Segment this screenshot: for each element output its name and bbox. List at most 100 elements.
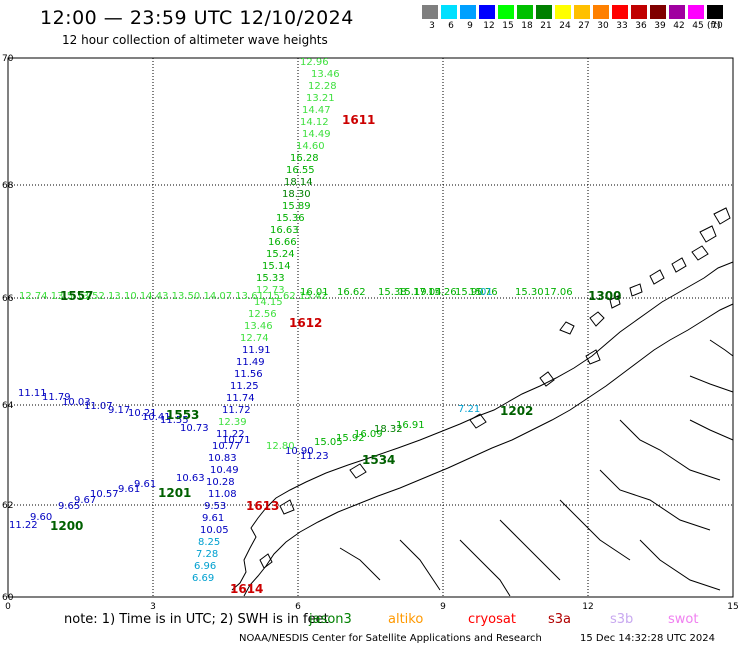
wave-height-value: 12.39 xyxy=(218,417,247,428)
wave-height-value: 11.23 xyxy=(300,451,329,462)
wave-height-value: 14.60 xyxy=(296,141,325,152)
wave-height-value: 11.11 xyxy=(18,388,47,399)
wave-height-value: 10.41 xyxy=(142,412,171,423)
pass-time-label: 1300 xyxy=(588,289,621,303)
wave-height-value: 16.63 xyxy=(270,225,299,236)
wave-height-value: 10.03 xyxy=(62,397,91,408)
scale-label: 24 xyxy=(559,21,571,31)
wave-height-value: 15.30 xyxy=(515,287,544,298)
wave-height-value: 9.61 xyxy=(134,479,156,490)
scale-swatch xyxy=(631,5,647,19)
wave-height-value: 10.77 xyxy=(212,441,241,452)
wave-height-value: 11.49 xyxy=(236,357,265,368)
wave-height-value: 11.22 xyxy=(216,429,245,440)
scale-swatch xyxy=(669,5,685,19)
wave-height-value: 11.08 xyxy=(208,489,237,500)
wave-height-value: 15.38 xyxy=(378,287,407,298)
wave-height-value: 17.06 xyxy=(544,287,573,298)
wave-height-value: 16.28 xyxy=(290,153,319,164)
wave-height-value: 9.60 xyxy=(30,512,52,523)
pass-time-label: 1613 xyxy=(246,499,279,513)
wave-height-value: 15.14 xyxy=(262,261,291,272)
map-frame xyxy=(7,57,734,598)
lat-tick-label: 64 xyxy=(2,401,14,411)
scale-label: 6 xyxy=(448,21,454,31)
wave-height-value: 14.47 xyxy=(302,105,331,116)
wave-height-value: 9.53 xyxy=(204,501,226,512)
lon-tick-label: 0 xyxy=(5,602,11,612)
scale-swatch xyxy=(479,5,495,19)
wave-height-value: 11.22 xyxy=(9,520,38,531)
pass-time-label: 1553 xyxy=(166,408,199,422)
wave-height-value: 17.04 xyxy=(413,287,442,298)
scale-swatch xyxy=(460,5,476,19)
wave-height-value: 11.07 xyxy=(84,401,113,412)
lon-tick-label: 12 xyxy=(582,602,593,612)
norway-coastline xyxy=(231,207,734,597)
wave-height-value: 9.67 xyxy=(74,495,96,506)
wave-height-value: 12.56 xyxy=(248,309,277,320)
scale-label: 45 xyxy=(692,21,704,31)
wave-height-value: 12.73 xyxy=(256,285,285,296)
scale-swatch xyxy=(574,5,590,19)
wave-height-value: 10.21 xyxy=(128,408,157,419)
wave-height-value: 11.74 xyxy=(226,393,255,404)
pass-time-label: 1201 xyxy=(158,486,191,500)
wave-height-row: 12.74 13.5 13.52 13.10 14.43 13.50 14.07… xyxy=(19,291,328,302)
scale-label: 70 xyxy=(711,21,723,31)
satellite-legend-jason3: jason3 xyxy=(309,612,352,627)
scale-label: 39 xyxy=(654,21,666,31)
wave-height-value: 18.32 xyxy=(374,424,403,435)
footer-timestamp: 15 Dec 14:32:28 UTC 2024 xyxy=(580,633,715,644)
lon-tick-label: 15 xyxy=(727,602,738,612)
wave-height-value: 9.65 xyxy=(58,501,80,512)
wave-height-value: 10.05 xyxy=(200,525,229,536)
wave-height-value: 6.69 xyxy=(192,573,214,584)
wave-height-value: 12.28 xyxy=(308,81,337,92)
pass-time-label: 1534 xyxy=(362,453,395,467)
scale-label: 33 xyxy=(616,21,628,31)
wave-height-value: 15.33 xyxy=(256,273,285,284)
pass-time-label: 1611 xyxy=(342,113,375,127)
wave-height-value: 11.56 xyxy=(234,369,263,380)
map-subtitle: 12 hour collection of altimeter wave hei… xyxy=(62,33,328,47)
wave-height-value: 14.12 xyxy=(300,117,329,128)
wave-height-value: 16.55 xyxy=(286,165,315,176)
satellite-legend-swot: swot xyxy=(668,612,699,627)
scale-label: 3 xyxy=(429,21,435,31)
scale-swatch xyxy=(517,5,533,19)
scale-label: 36 xyxy=(635,21,647,31)
scale-swatch xyxy=(593,5,609,19)
wave-height-value: 11.91 xyxy=(242,345,271,356)
wave-height-value: 15.36 xyxy=(276,213,305,224)
wave-height-value: 15.24 xyxy=(266,249,295,260)
pass-time-label: 1614 xyxy=(230,582,263,596)
scale-swatch xyxy=(650,5,666,19)
wave-height-value: 10.83 xyxy=(208,453,237,464)
scale-swatch xyxy=(688,5,704,19)
wave-height-value: 10.28 xyxy=(206,477,235,488)
wave-height-value: 11.25 xyxy=(230,381,259,392)
lon-tick-label: 3 xyxy=(150,602,156,612)
scale-label: 18 xyxy=(521,21,533,31)
map-title: 12:00 — 23:59 UTC 12/10/2024 xyxy=(40,7,354,29)
scale-label: 21 xyxy=(540,21,552,31)
wave-height-value: 11.79 xyxy=(42,392,71,403)
wave-height-value: 9.61 xyxy=(118,484,140,495)
wave-height-value: 6.96 xyxy=(194,561,216,572)
wave-height-value: 16.62 xyxy=(337,287,366,298)
scale-label: 42 xyxy=(673,21,685,31)
lat-tick-label: 60 xyxy=(2,593,14,603)
satellite-legend-s3b: s3b xyxy=(610,612,634,627)
lon-tick-label: 9 xyxy=(440,602,446,612)
scale-label: 9 xyxy=(467,21,473,31)
scale-label: 12 xyxy=(483,21,495,31)
scale-swatch xyxy=(612,5,628,19)
scale-swatch xyxy=(498,5,514,19)
satellite-legend-cryosat: cryosat xyxy=(468,612,516,627)
wave-height-value: 14.49 xyxy=(302,129,331,140)
wave-height-value: 16.09 xyxy=(354,429,383,440)
wave-height-value: 10.73 xyxy=(180,423,209,434)
wave-height-value: 9.17 xyxy=(108,405,130,416)
